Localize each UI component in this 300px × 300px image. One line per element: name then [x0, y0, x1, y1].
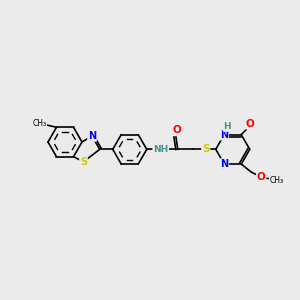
Text: N: N — [220, 130, 228, 140]
Text: O: O — [257, 172, 266, 182]
Text: CH₃: CH₃ — [269, 176, 283, 184]
Text: O: O — [172, 125, 181, 135]
Text: O: O — [246, 118, 255, 129]
Text: N: N — [88, 131, 96, 141]
Text: CH₃: CH₃ — [32, 119, 46, 128]
Text: NH: NH — [153, 145, 168, 154]
Text: S: S — [80, 157, 87, 167]
Text: N: N — [220, 159, 228, 169]
Text: S: S — [202, 144, 209, 154]
Text: H: H — [224, 122, 231, 131]
